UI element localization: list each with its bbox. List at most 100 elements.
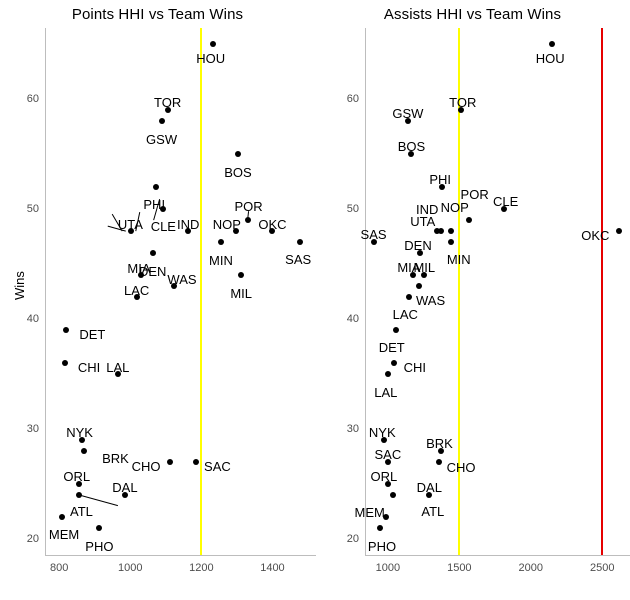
point-label-cho: CHO — [446, 459, 476, 475]
data-point-pho[interactable] — [96, 524, 103, 531]
data-point-sas[interactable] — [370, 239, 377, 246]
data-point-cho[interactable] — [435, 458, 442, 465]
point-label-mil: MIL — [230, 286, 252, 302]
data-point-den[interactable] — [149, 250, 156, 257]
data-point-mem[interactable] — [382, 513, 389, 520]
data-point-phi[interactable] — [153, 184, 160, 191]
data-point-tor[interactable] — [164, 107, 171, 114]
point-label-bos: BOS — [224, 165, 252, 181]
y-axis-line — [365, 28, 366, 555]
point-label-brk: BRK — [426, 435, 453, 451]
point-label-sac: SAC — [374, 446, 402, 462]
data-point-uta[interactable] — [437, 228, 444, 235]
y-tick-label: 30 — [26, 422, 39, 435]
y-tick-label: 50 — [346, 203, 359, 216]
data-point-lal[interactable] — [384, 370, 391, 377]
point-label-uta: UTA — [117, 217, 143, 233]
y-axis-line — [45, 28, 46, 555]
data-point-atl[interactable] — [389, 491, 396, 498]
data-point-ind[interactable] — [185, 228, 192, 235]
point-label-mil: MIL — [413, 260, 436, 276]
data-point-bos[interactable] — [408, 151, 415, 158]
point-label-uta: UTA — [410, 214, 436, 230]
point-label-atl: ATL — [421, 503, 445, 519]
point-label-lal: LAL — [106, 359, 130, 375]
panel-title-left: Points HHI vs Team Wins — [71, 6, 244, 23]
point-label-sac: SAC — [204, 458, 231, 474]
point-label-dal: DAL — [416, 479, 442, 495]
point-label-den: DEN — [404, 238, 432, 254]
data-point-orl[interactable] — [384, 480, 391, 487]
data-point-mil[interactable] — [421, 272, 428, 279]
data-point-mil[interactable] — [238, 272, 245, 279]
x-tick-label: 1200 — [189, 562, 214, 574]
data-point-chi[interactable] — [390, 359, 397, 366]
point-label-cle: CLE — [150, 219, 176, 235]
data-point-brk[interactable] — [81, 447, 88, 454]
point-label-chi: CHI — [77, 359, 101, 375]
data-point-tor[interactable] — [457, 107, 464, 114]
data-point-nop[interactable] — [447, 228, 454, 235]
data-point-nop[interactable] — [232, 228, 239, 235]
data-point-det[interactable] — [392, 326, 399, 333]
data-point-lac[interactable] — [406, 293, 413, 300]
data-point-was[interactable] — [415, 283, 422, 289]
data-point-lac[interactable] — [133, 293, 140, 300]
data-point-dal[interactable] — [426, 491, 433, 498]
data-point-was[interactable] — [171, 283, 177, 289]
data-point-dal[interactable] — [121, 491, 128, 498]
data-point-min[interactable] — [217, 239, 224, 246]
data-point-chi[interactable] — [61, 359, 68, 366]
data-point-okc[interactable] — [616, 228, 623, 235]
data-point-uta[interactable] — [128, 228, 135, 235]
data-point-sas[interactable] — [297, 239, 304, 246]
reference-line-ffff00 — [200, 28, 203, 555]
data-point-brk[interactable] — [438, 447, 445, 454]
data-point-hou[interactable] — [549, 41, 556, 48]
point-label-chi: CHI — [403, 359, 426, 375]
point-label-lac: LAC — [124, 282, 150, 298]
data-point-cle[interactable] — [160, 206, 167, 213]
data-point-por[interactable] — [244, 217, 251, 224]
data-point-ind[interactable] — [434, 228, 441, 235]
point-label-det: DET — [79, 326, 106, 342]
data-point-sac[interactable] — [193, 458, 200, 465]
data-point-den[interactable] — [417, 250, 424, 257]
y-tick-label: 60 — [346, 93, 359, 106]
data-point-det[interactable] — [63, 326, 70, 333]
reference-line-ffff00 — [458, 28, 461, 555]
data-point-gsw[interactable] — [158, 118, 165, 125]
data-point-gsw[interactable] — [404, 118, 411, 125]
y-tick-label: 50 — [26, 203, 39, 216]
point-label-tor: TOR — [449, 95, 477, 111]
data-point-phi[interactable] — [439, 184, 446, 191]
data-point-por[interactable] — [465, 217, 472, 224]
data-point-sac[interactable] — [384, 458, 391, 465]
data-point-nyk[interactable] — [78, 436, 85, 443]
data-point-okc[interactable] — [269, 228, 276, 235]
point-label-det: DET — [378, 339, 405, 355]
data-point-bos[interactable] — [234, 151, 241, 158]
data-point-mia[interactable] — [137, 272, 144, 279]
x-axis-line — [45, 555, 316, 556]
data-point-orl[interactable] — [75, 480, 82, 487]
point-label-pho: PHO — [367, 538, 397, 554]
data-point-lal[interactable] — [114, 370, 121, 377]
y-axis-title: Wins — [12, 271, 27, 300]
data-point-pho[interactable] — [377, 524, 383, 531]
point-label-sas: SAS — [285, 252, 312, 268]
data-point-cho[interactable] — [167, 458, 174, 465]
y-tick-label: 40 — [26, 312, 39, 325]
data-point-nyk[interactable] — [381, 436, 388, 443]
data-point-hou[interactable] — [209, 41, 216, 48]
data-point-mem[interactable] — [59, 513, 66, 520]
point-label-por: POR — [234, 199, 263, 215]
point-label-nop: NOP — [440, 200, 469, 216]
point-label-mem: MEM — [354, 504, 385, 520]
data-point-cle[interactable] — [500, 206, 507, 213]
data-point-min[interactable] — [447, 239, 454, 246]
x-tick-label: 1400 — [260, 562, 285, 574]
point-label-hou: HOU — [535, 51, 565, 67]
point-label-mia: MIA — [127, 261, 151, 277]
data-point-mia[interactable] — [409, 272, 416, 279]
